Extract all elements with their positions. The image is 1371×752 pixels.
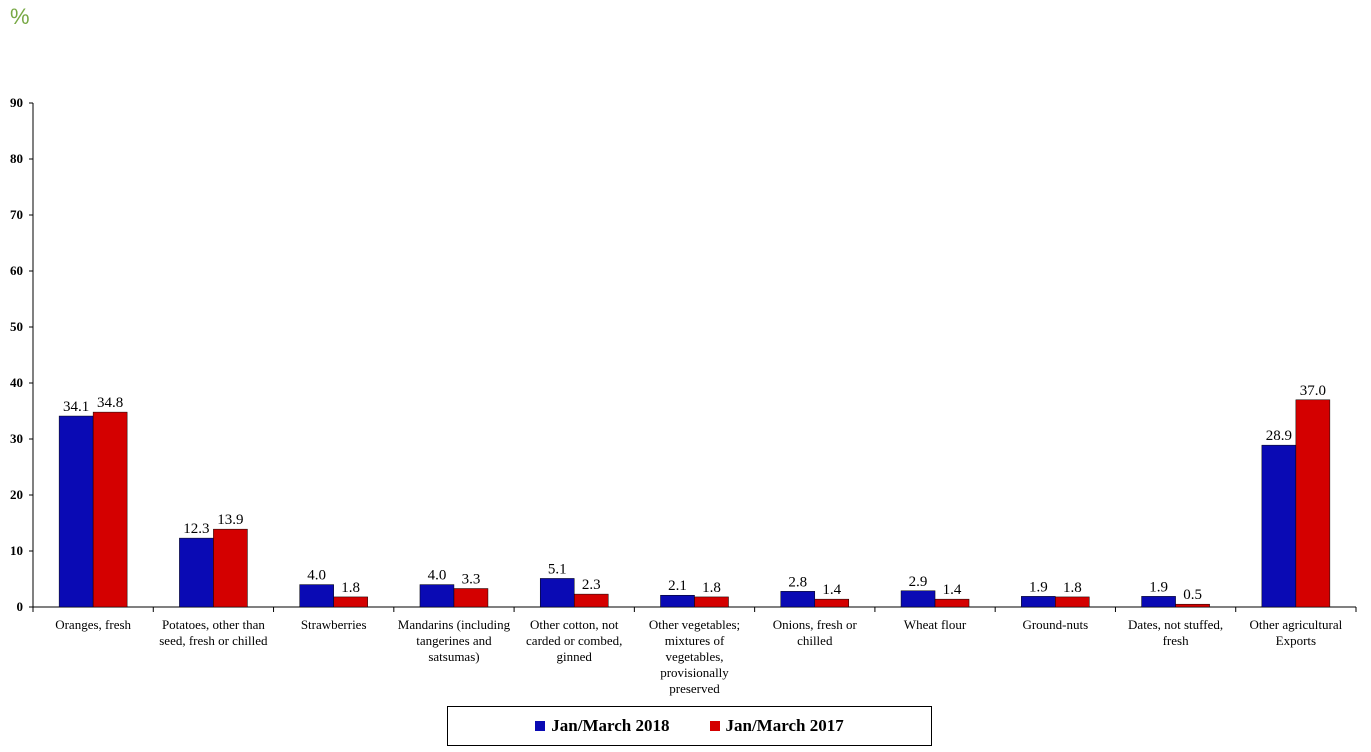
unit-label: % (10, 4, 30, 29)
bar-2018 (58, 415, 94, 608)
bar-2018 (179, 537, 214, 608)
category-label: Mandarins (including tangerines and sats… (397, 617, 511, 664)
bar-2017 (1175, 603, 1210, 608)
bar-2017 (92, 411, 128, 608)
y-tick-label: 80 (10, 151, 23, 166)
y-tick-label: 40 (10, 375, 23, 390)
data-label: 0.5 (1183, 587, 1202, 603)
category-label: Potatoes, other than seed, fresh or chil… (159, 617, 268, 648)
category-label: Ground-nuts (1022, 617, 1089, 632)
data-label: 5.1 (548, 561, 567, 577)
data-label: 2.1 (668, 578, 687, 594)
y-tick-label: 60 (10, 263, 23, 278)
bar-2017 (814, 598, 850, 608)
bar-2018 (299, 584, 334, 608)
category-label: Other agricultural Exports (1249, 617, 1343, 648)
data-label: 12.3 (183, 521, 209, 537)
data-label: 4.0 (428, 568, 447, 584)
data-label: 13.9 (217, 512, 243, 528)
data-label: 2.9 (909, 574, 928, 590)
bar-2017 (694, 596, 729, 608)
legend-swatch-2017 (709, 721, 720, 731)
bar-2018 (1141, 596, 1176, 608)
y-tick-label: 30 (10, 431, 23, 446)
data-label: 1.9 (1149, 579, 1168, 595)
bar-2018 (900, 590, 936, 608)
category-label: Wheat flour (903, 617, 967, 632)
data-label: 1.8 (1063, 580, 1082, 596)
category-label: Dates, not stuffed, fresh (1128, 617, 1224, 648)
category-label: Strawberries (300, 617, 367, 632)
data-label: 34.1 (63, 399, 89, 415)
legend-item-2018: Jan/March 2018 (535, 716, 670, 736)
bar-2017 (1055, 596, 1090, 608)
legend-swatch-2018 (535, 721, 546, 731)
bar-2018 (660, 594, 695, 608)
data-label: 3.3 (462, 572, 481, 588)
data-label: 4.0 (307, 568, 326, 584)
data-label: 28.9 (1266, 428, 1292, 444)
bar-2018 (1021, 596, 1056, 608)
category-label: Other cotton, not carded or combed, ginn… (526, 617, 623, 664)
data-label: 1.8 (341, 580, 360, 596)
y-tick-label: 0 (17, 599, 24, 614)
legend-label-2018: Jan/March 2018 (551, 716, 670, 735)
category-label: Other vegetables; mixtures of vegetables… (648, 617, 741, 696)
bar-2018 (780, 591, 816, 608)
y-tick-label: 50 (10, 319, 23, 334)
y-tick-label: 70 (10, 207, 23, 222)
bar-2017 (934, 598, 970, 608)
data-label: 37.0 (1300, 383, 1326, 399)
bar-2017 (453, 588, 489, 608)
y-tick-label: 10 (10, 543, 23, 558)
bar-2018 (1261, 444, 1297, 608)
y-tick-label: 90 (10, 95, 23, 110)
bar-2017 (333, 596, 368, 608)
legend-label-2017: Jan/March 2017 (725, 716, 844, 735)
category-label: Oranges, fresh (55, 617, 132, 632)
data-label: 1.4 (822, 582, 841, 598)
data-label: 1.9 (1029, 579, 1048, 595)
y-tick-label: 20 (10, 487, 23, 502)
bar-2018 (539, 578, 575, 608)
bar-2017 (573, 593, 609, 608)
bar-2017 (1295, 399, 1331, 608)
bar-2017 (213, 528, 248, 608)
legend: Jan/March 2018 Jan/March 2017 (447, 706, 932, 746)
data-label: 2.3 (582, 577, 601, 593)
data-label: 1.4 (943, 582, 962, 598)
data-label: 1.8 (702, 580, 721, 596)
data-label: 2.8 (788, 574, 807, 590)
bar-2018 (419, 584, 455, 608)
category-label: Onions, fresh or chilled (772, 617, 857, 648)
data-label: 34.8 (97, 395, 123, 411)
legend-item-2017: Jan/March 2017 (709, 716, 844, 736)
